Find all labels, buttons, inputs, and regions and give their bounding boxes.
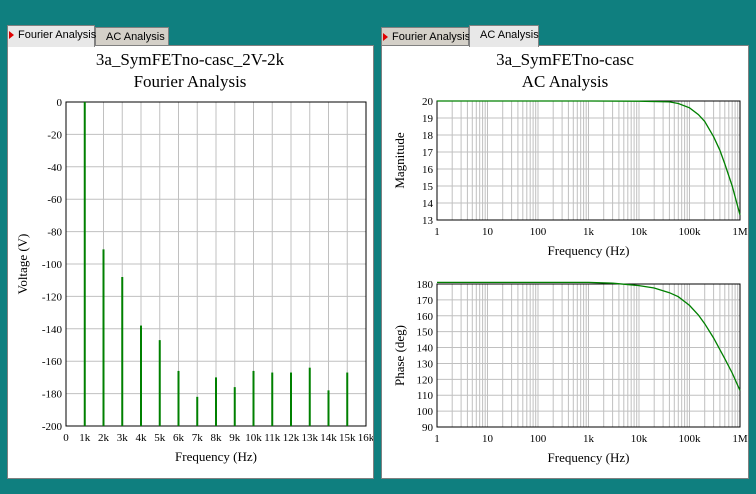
tab-label: AC Analysis bbox=[106, 31, 165, 43]
chart-title: 3a_SymFETno-casc_2V-2k bbox=[96, 50, 285, 69]
y-tick-label: -80 bbox=[47, 227, 62, 239]
y-tick-label: 150 bbox=[417, 327, 434, 339]
y-tick-label: 140 bbox=[417, 343, 434, 355]
y-tick-label: 19 bbox=[422, 113, 434, 125]
x-tick-label: 12k bbox=[283, 432, 300, 444]
x-tick-label: 1M bbox=[732, 226, 748, 238]
y-tick-label: 13 bbox=[422, 215, 434, 227]
tab-ac-analysis[interactable]: AC Analysis bbox=[95, 27, 169, 46]
x-axis-label: Frequency (Hz) bbox=[548, 243, 630, 258]
plot-frame bbox=[436, 283, 741, 428]
y-tick-label: -100 bbox=[42, 259, 63, 271]
right-tab-bar: Fourier Analysis AC Analysis bbox=[381, 24, 749, 47]
y-tick-label: 110 bbox=[417, 390, 434, 402]
y-tick-label: -180 bbox=[42, 389, 63, 401]
x-tick-label: 100k bbox=[679, 226, 702, 238]
y-tick-label: 160 bbox=[417, 311, 434, 323]
y-axis-label: Voltage (V) bbox=[15, 234, 30, 295]
x-axis-label: Frequency (Hz) bbox=[175, 449, 257, 464]
y-tick-label: 170 bbox=[417, 295, 434, 307]
fourier-panel: 3a_SymFETno-casc_2V-2k Fourier Analysis 0-… bbox=[7, 45, 374, 479]
x-tick-label: 6k bbox=[173, 432, 185, 444]
x-tick-label: 10k bbox=[631, 226, 648, 238]
x-tick-label: 8k bbox=[211, 432, 223, 444]
y-axis-label: Phase (deg) bbox=[392, 325, 407, 386]
x-tick-label: 100 bbox=[530, 226, 547, 238]
x-tick-label: 11k bbox=[264, 432, 281, 444]
x-tick-label: 10 bbox=[482, 226, 494, 238]
y-tick-label: 180 bbox=[417, 279, 434, 291]
tab-ac-analysis[interactable]: AC Analysis bbox=[469, 25, 539, 47]
x-tick-label: 15k bbox=[339, 432, 356, 444]
x-axis-label: Frequency (Hz) bbox=[548, 450, 630, 465]
x-tick-label: 4k bbox=[136, 432, 148, 444]
x-tick-label: 7k bbox=[192, 432, 204, 444]
y-axis-label: Magnitude bbox=[392, 132, 407, 189]
x-tick-label: 0 bbox=[63, 432, 69, 444]
tab-label: Fourier Analysis bbox=[18, 29, 97, 41]
y-tick-label: -200 bbox=[42, 421, 63, 433]
y-tick-label: -40 bbox=[47, 162, 62, 174]
left-tab-bar: Fourier Analysis AC Analysis bbox=[7, 24, 369, 47]
y-tick-label: 14 bbox=[422, 198, 434, 210]
y-tick-label: -120 bbox=[42, 291, 63, 303]
chart-subtitle: Fourier Analysis bbox=[134, 72, 247, 91]
y-tick-label: 100 bbox=[417, 406, 434, 418]
tab-label: AC Analysis bbox=[480, 29, 539, 41]
y-tick-label: -20 bbox=[47, 129, 62, 141]
x-tick-label: 1k bbox=[583, 433, 595, 445]
x-tick-label: 2k bbox=[98, 432, 110, 444]
tab-label: Fourier Analysis bbox=[392, 31, 471, 43]
y-tick-label: 20 bbox=[422, 96, 434, 108]
y-tick-label: 90 bbox=[422, 422, 434, 434]
y-tick-label: -60 bbox=[47, 194, 62, 206]
x-tick-label: 1 bbox=[434, 226, 440, 238]
series-line bbox=[437, 100, 741, 216]
x-tick-label: 1 bbox=[434, 433, 440, 445]
y-tick-label: 15 bbox=[422, 181, 434, 193]
y-tick-label: 130 bbox=[417, 358, 434, 370]
tab-fourier-analysis[interactable]: Fourier Analysis bbox=[7, 25, 97, 47]
x-tick-label: 16k bbox=[358, 432, 373, 444]
x-tick-label: 100 bbox=[530, 433, 547, 445]
active-tab-marker-icon bbox=[9, 31, 14, 39]
x-tick-label: 10k bbox=[245, 432, 262, 444]
x-tick-label: 14k bbox=[320, 432, 337, 444]
x-tick-label: 100k bbox=[679, 433, 702, 445]
x-tick-label: 1k bbox=[583, 226, 595, 238]
series-line bbox=[437, 281, 741, 391]
ac-panel: 3a_SymFETno-casc AC Analysis 20 19 18 17 16 15 1… bbox=[381, 45, 749, 479]
x-tick-label: 13k bbox=[302, 432, 319, 444]
y-tick-label: -160 bbox=[42, 356, 63, 368]
x-tick-label: 3k bbox=[117, 432, 129, 444]
y-tick-label: 120 bbox=[417, 374, 434, 386]
y-tick-label: 18 bbox=[422, 130, 434, 142]
y-tick-label: 0 bbox=[57, 97, 63, 109]
x-tick-label: 1M bbox=[732, 433, 748, 445]
x-tick-label: 10k bbox=[631, 433, 648, 445]
x-tick-label: 9k bbox=[229, 432, 241, 444]
chart-subtitle: AC Analysis bbox=[522, 72, 608, 91]
y-tick-label: 16 bbox=[422, 164, 434, 176]
x-tick-label: 1k bbox=[79, 432, 91, 444]
x-tick-label: 10 bbox=[482, 433, 494, 445]
tab-marker-icon bbox=[383, 33, 388, 41]
y-tick-label: -140 bbox=[42, 324, 63, 336]
ac-charts: 3a_SymFETno-casc AC Analysis 20 19 18 17 16 15 1… bbox=[392, 50, 748, 465]
y-tick-label: 17 bbox=[422, 147, 434, 159]
chart-title: 3a_SymFETno-casc bbox=[496, 50, 634, 69]
x-tick-label: 5k bbox=[154, 432, 166, 444]
tab-fourier-analysis[interactable]: Fourier Analysis bbox=[381, 27, 471, 46]
